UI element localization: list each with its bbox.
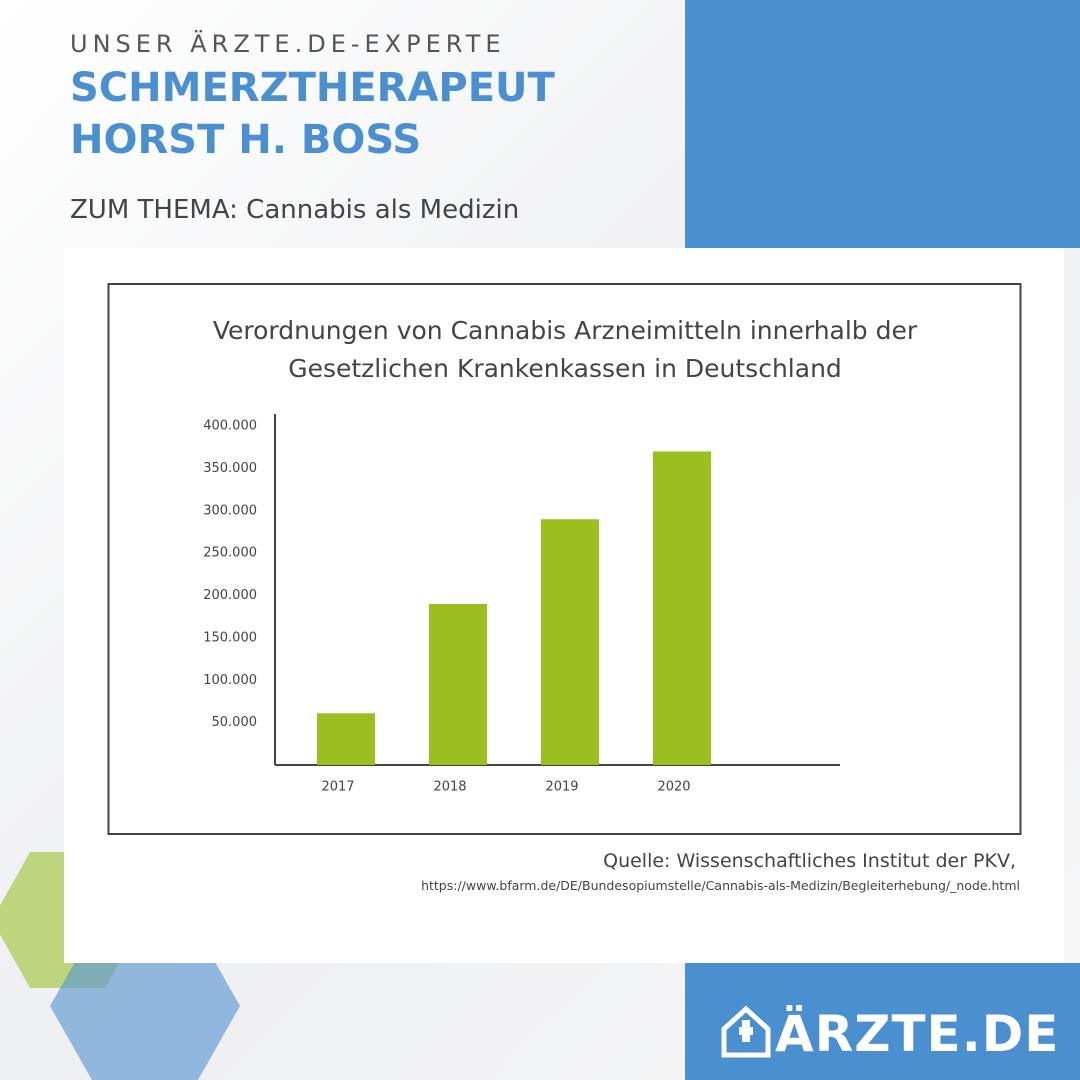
y-tick-label: 350.000 bbox=[203, 461, 257, 476]
title-line: SCHMERZTHERAPEUT bbox=[70, 65, 555, 111]
hexagon bbox=[50, 932, 240, 1080]
y-tick-label: 200.000 bbox=[203, 588, 257, 603]
blue-panel bbox=[685, 0, 1080, 248]
source-url: https://www.bfarm.de/DE/Bundesopiumstell… bbox=[421, 878, 1020, 893]
y-tick-label: 300.000 bbox=[203, 503, 257, 518]
blue-panel bbox=[685, 963, 1080, 1080]
bar bbox=[653, 451, 711, 765]
y-tick-label: 50.000 bbox=[212, 715, 258, 730]
x-tick-label: 2020 bbox=[657, 780, 690, 795]
y-tick-label: 150.000 bbox=[203, 630, 257, 645]
y-tick-label: 400.000 bbox=[203, 419, 257, 434]
bar bbox=[541, 519, 599, 765]
bar bbox=[317, 713, 375, 765]
kicker: UNSER ÄRZTE.DE-EXPERTE bbox=[70, 30, 506, 58]
x-tick-label: 2017 bbox=[321, 780, 354, 795]
logo-text: ÄRZTE.DE bbox=[775, 1005, 1060, 1063]
logo-icon bbox=[721, 1005, 771, 1058]
x-tick-label: 2018 bbox=[433, 780, 466, 795]
bar bbox=[429, 603, 487, 765]
source-label: Quelle: Wissenschaftliches Institut der … bbox=[603, 850, 1016, 872]
chart-frame bbox=[107, 283, 1022, 835]
topic: ZUM THEMA: Cannabis als Medizin bbox=[70, 195, 520, 225]
plot: 50.000 100.000 150.000 200.000 250.000 300.00… bbox=[203, 414, 840, 795]
y-tick-label: 250.000 bbox=[203, 546, 257, 561]
chart-title: Verordnungen von Cannabis Arzneimitteln … bbox=[212, 316, 918, 383]
x-tick-label: 2019 bbox=[545, 780, 578, 795]
title-line: HORST H. BOSS bbox=[70, 117, 422, 163]
y-tick-label: 100.000 bbox=[203, 673, 257, 688]
